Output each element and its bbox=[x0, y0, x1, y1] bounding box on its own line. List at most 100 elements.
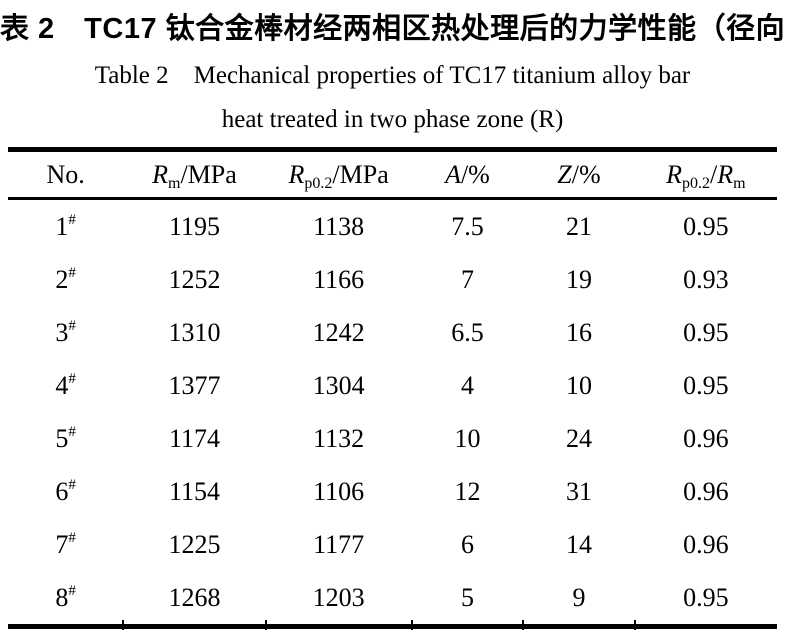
header-text: /% bbox=[460, 159, 490, 189]
specimen-number: 3 bbox=[55, 317, 69, 347]
col-header-no: No. bbox=[8, 149, 124, 200]
cell-z: 16 bbox=[565, 317, 592, 347]
table-row: 3# 1310 1242 6.5 16 0.95 bbox=[8, 306, 777, 359]
hash-superscript: # bbox=[68, 529, 76, 546]
cell-rm: 1252 bbox=[168, 264, 221, 294]
cell-a: 5 bbox=[460, 582, 474, 612]
header-symbol: R bbox=[288, 159, 305, 189]
table-row: 8# 1268 1203 5 9 0.95 bbox=[8, 571, 777, 627]
header-subscript: p0.2 bbox=[682, 174, 710, 192]
header-text: /MPa bbox=[332, 159, 389, 189]
cell-no: 2# bbox=[8, 253, 123, 306]
column-boundary-tick bbox=[522, 620, 525, 630]
cell-ratio: 0.95 bbox=[683, 211, 729, 241]
cell-ratio: 0.95 bbox=[683, 582, 729, 612]
cell-a: 4 bbox=[460, 370, 474, 400]
hash-superscript: # bbox=[68, 582, 76, 599]
col-header-a-percent: A/% bbox=[411, 149, 524, 200]
header-text: / bbox=[710, 159, 718, 189]
col-header-rm-mpa: Rm/MPa bbox=[123, 149, 266, 200]
header-subscript2: m bbox=[733, 174, 746, 192]
table-title-english-line2: heat treated in two phase zone (R) bbox=[221, 106, 564, 133]
cell-a: 6 bbox=[460, 529, 474, 559]
cell-z: 24 bbox=[565, 423, 592, 453]
cell-rp02: 1166 bbox=[313, 264, 365, 294]
cell-rp02: 1203 bbox=[312, 582, 365, 612]
cell-no: 3# bbox=[8, 306, 123, 359]
cell-rm: 1310 bbox=[168, 317, 221, 347]
cell-ratio: 0.96 bbox=[683, 423, 729, 453]
cell-a: 10 bbox=[454, 423, 481, 453]
cell-no: 5# bbox=[8, 412, 123, 465]
header-text: No. bbox=[46, 159, 85, 189]
table-row: 2# 1252 1166 7 19 0.93 bbox=[8, 253, 777, 306]
header-symbol: A bbox=[445, 159, 461, 189]
cell-rp02: 1304 bbox=[312, 370, 365, 400]
table-row: 6# 1154 1106 12 31 0.96 bbox=[8, 465, 777, 518]
specimen-number: 8 bbox=[55, 582, 69, 612]
table-title-chinese: 表 2 TC17 钛合金棒材经两相区热处理后的力学性能（径向） bbox=[0, 13, 785, 45]
cell-no: 8# bbox=[8, 571, 123, 627]
cell-rm: 1195 bbox=[168, 211, 220, 241]
cell-a: 6.5 bbox=[451, 317, 484, 347]
cell-ratio: 0.96 bbox=[683, 529, 729, 559]
cell-rm: 1377 bbox=[168, 370, 221, 400]
specimen-number: 6 bbox=[55, 476, 69, 506]
specimen-number: 5 bbox=[55, 423, 69, 453]
hash-superscript: # bbox=[68, 317, 76, 334]
cell-a: 7 bbox=[460, 264, 474, 294]
cell-a: 12 bbox=[454, 476, 481, 506]
cell-ratio: 0.95 bbox=[683, 317, 729, 347]
cell-rp02: 1106 bbox=[313, 476, 365, 506]
header-symbol2: R bbox=[717, 159, 734, 189]
cell-a: 7.5 bbox=[451, 211, 484, 241]
cell-ratio: 0.95 bbox=[683, 370, 729, 400]
header-subscript: p0.2 bbox=[304, 174, 333, 192]
cell-rp02: 1138 bbox=[313, 211, 365, 241]
cell-no: 1# bbox=[8, 199, 123, 254]
header-symbol: Z bbox=[557, 159, 572, 189]
cell-z: 19 bbox=[565, 264, 592, 294]
specimen-number: 2 bbox=[55, 264, 69, 294]
cell-ratio: 0.96 bbox=[683, 476, 729, 506]
mechanical-properties-table: No. Rm/MPa Rp0.2/MPa A/% Z/% Rp0.2/Rm 1#… bbox=[8, 147, 777, 629]
table-row: 1# 1195 1138 7.5 21 0.95 bbox=[8, 199, 777, 254]
hash-superscript: # bbox=[68, 476, 76, 493]
cell-rm: 1225 bbox=[168, 529, 221, 559]
hash-superscript: # bbox=[68, 370, 76, 387]
hash-superscript: # bbox=[68, 264, 76, 281]
column-boundary-tick bbox=[410, 620, 413, 630]
hash-superscript: # bbox=[68, 211, 76, 228]
cell-rp02: 1177 bbox=[313, 529, 365, 559]
header-row: No. Rm/MPa Rp0.2/MPa A/% Z/% Rp0.2/Rm bbox=[8, 149, 777, 200]
specimen-number: 1 bbox=[55, 211, 69, 241]
header-symbol: R bbox=[666, 159, 682, 189]
header-symbol: R bbox=[152, 159, 169, 189]
table-title-english-line1: Table 2 Mechanical properties of TC17 ti… bbox=[94, 62, 691, 89]
hash-superscript: # bbox=[68, 423, 76, 440]
cell-rm: 1268 bbox=[168, 582, 221, 612]
table-row: 5# 1174 1132 10 24 0.96 bbox=[8, 412, 777, 465]
header-subscript: m bbox=[168, 174, 181, 192]
col-header-rp02-over-rm: Rp0.2/Rm bbox=[634, 149, 777, 200]
col-header-z-percent: Z/% bbox=[523, 149, 635, 200]
cell-rm: 1174 bbox=[168, 423, 220, 453]
specimen-number: 4 bbox=[55, 370, 69, 400]
col-header-rp02-mpa: Rp0.2/MPa bbox=[265, 149, 412, 200]
cell-no: 4# bbox=[8, 359, 123, 412]
table-row: 4# 1377 1304 4 10 0.95 bbox=[8, 359, 777, 412]
header-text: /MPa bbox=[180, 159, 237, 189]
cell-z: 14 bbox=[565, 529, 592, 559]
cell-z: 31 bbox=[565, 476, 592, 506]
table-wrap: No. Rm/MPa Rp0.2/MPa A/% Z/% Rp0.2/Rm 1#… bbox=[8, 147, 777, 630]
table-row: 7# 1225 1177 6 14 0.96 bbox=[8, 518, 777, 571]
header-text: /% bbox=[571, 159, 601, 189]
cell-rm: 1154 bbox=[168, 476, 220, 506]
specimen-number: 7 bbox=[55, 529, 69, 559]
cell-z: 21 bbox=[565, 211, 592, 241]
cell-ratio: 0.93 bbox=[683, 264, 729, 294]
column-boundary-tick bbox=[633, 620, 636, 630]
column-boundary-tick bbox=[264, 620, 267, 630]
cell-no: 7# bbox=[8, 518, 123, 571]
